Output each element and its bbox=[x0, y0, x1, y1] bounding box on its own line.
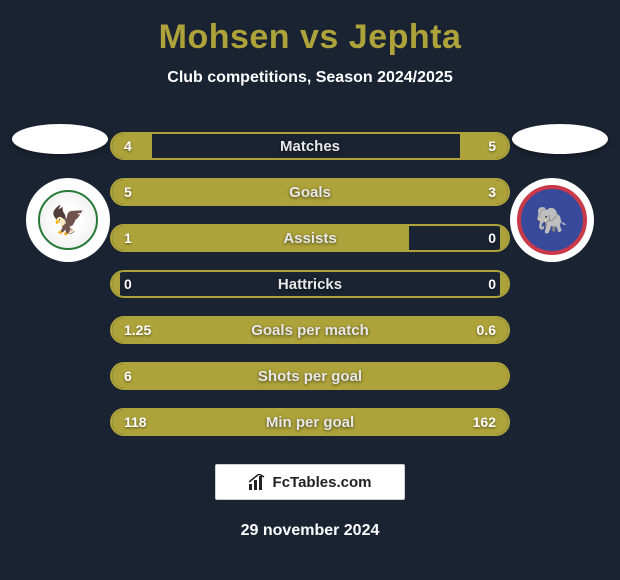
stat-value-right: 3 bbox=[488, 184, 496, 200]
bar-right bbox=[460, 134, 508, 158]
stat-value-right: 0 bbox=[488, 276, 496, 292]
stat-label: Matches bbox=[280, 138, 340, 155]
club-badge-left: 🦅 bbox=[26, 178, 110, 262]
stat-value-right: 0 bbox=[488, 230, 496, 246]
brand-text: FcTables.com bbox=[273, 474, 372, 491]
stats-list: 4 Matches 5 5 Goals 3 1 Assists 0 0 Hatt… bbox=[110, 132, 510, 436]
player-left-avatar bbox=[12, 124, 108, 154]
stat-label: Goals bbox=[289, 184, 331, 201]
stat-value-left: 118 bbox=[124, 414, 147, 430]
stat-row: 1.25 Goals per match 0.6 bbox=[110, 316, 510, 344]
stat-value-right: 5 bbox=[488, 138, 496, 154]
stat-value-left: 4 bbox=[124, 138, 132, 154]
elephant-icon: 🐘 bbox=[517, 185, 587, 255]
stat-row: 4 Matches 5 bbox=[110, 132, 510, 160]
page-title: Mohsen vs Jephta bbox=[0, 18, 620, 57]
bar-right bbox=[500, 272, 508, 296]
stat-value-left: 1.25 bbox=[124, 322, 151, 338]
bar-right bbox=[358, 180, 508, 204]
stat-row: 5 Goals 3 bbox=[110, 178, 510, 206]
eagle-icon: 🦅 bbox=[38, 190, 98, 250]
stat-value-left: 6 bbox=[124, 368, 132, 384]
stat-label: Shots per goal bbox=[258, 368, 362, 385]
stat-value-right: 162 bbox=[473, 414, 496, 430]
page-subtitle: Club competitions, Season 2024/2025 bbox=[0, 69, 620, 87]
stat-value-left: 1 bbox=[124, 230, 132, 246]
stat-row: 118 Min per goal 162 bbox=[110, 408, 510, 436]
comparison-card: Mohsen vs Jephta Club competitions, Seas… bbox=[0, 0, 620, 580]
stat-label: Goals per match bbox=[251, 322, 369, 339]
stat-row: 1 Assists 0 bbox=[110, 224, 510, 252]
bar-right bbox=[500, 226, 508, 250]
stat-label: Hattricks bbox=[278, 276, 342, 293]
stat-row: 0 Hattricks 0 bbox=[110, 270, 510, 298]
footer-date: 29 november 2024 bbox=[0, 522, 620, 540]
bar-chart-icon bbox=[249, 474, 267, 490]
stat-value-left: 0 bbox=[124, 276, 132, 292]
stat-value-right: 0.6 bbox=[477, 322, 496, 338]
brand-badge[interactable]: FcTables.com bbox=[215, 464, 405, 500]
stat-row: 6 Shots per goal bbox=[110, 362, 510, 390]
bar-left bbox=[112, 272, 120, 296]
stat-label: Min per goal bbox=[266, 414, 354, 431]
stat-value-left: 5 bbox=[124, 184, 132, 200]
club-badge-right: 🐘 bbox=[510, 178, 594, 262]
bar-left bbox=[112, 226, 409, 250]
stat-label: Assists bbox=[283, 230, 336, 247]
player-right-avatar bbox=[512, 124, 608, 154]
